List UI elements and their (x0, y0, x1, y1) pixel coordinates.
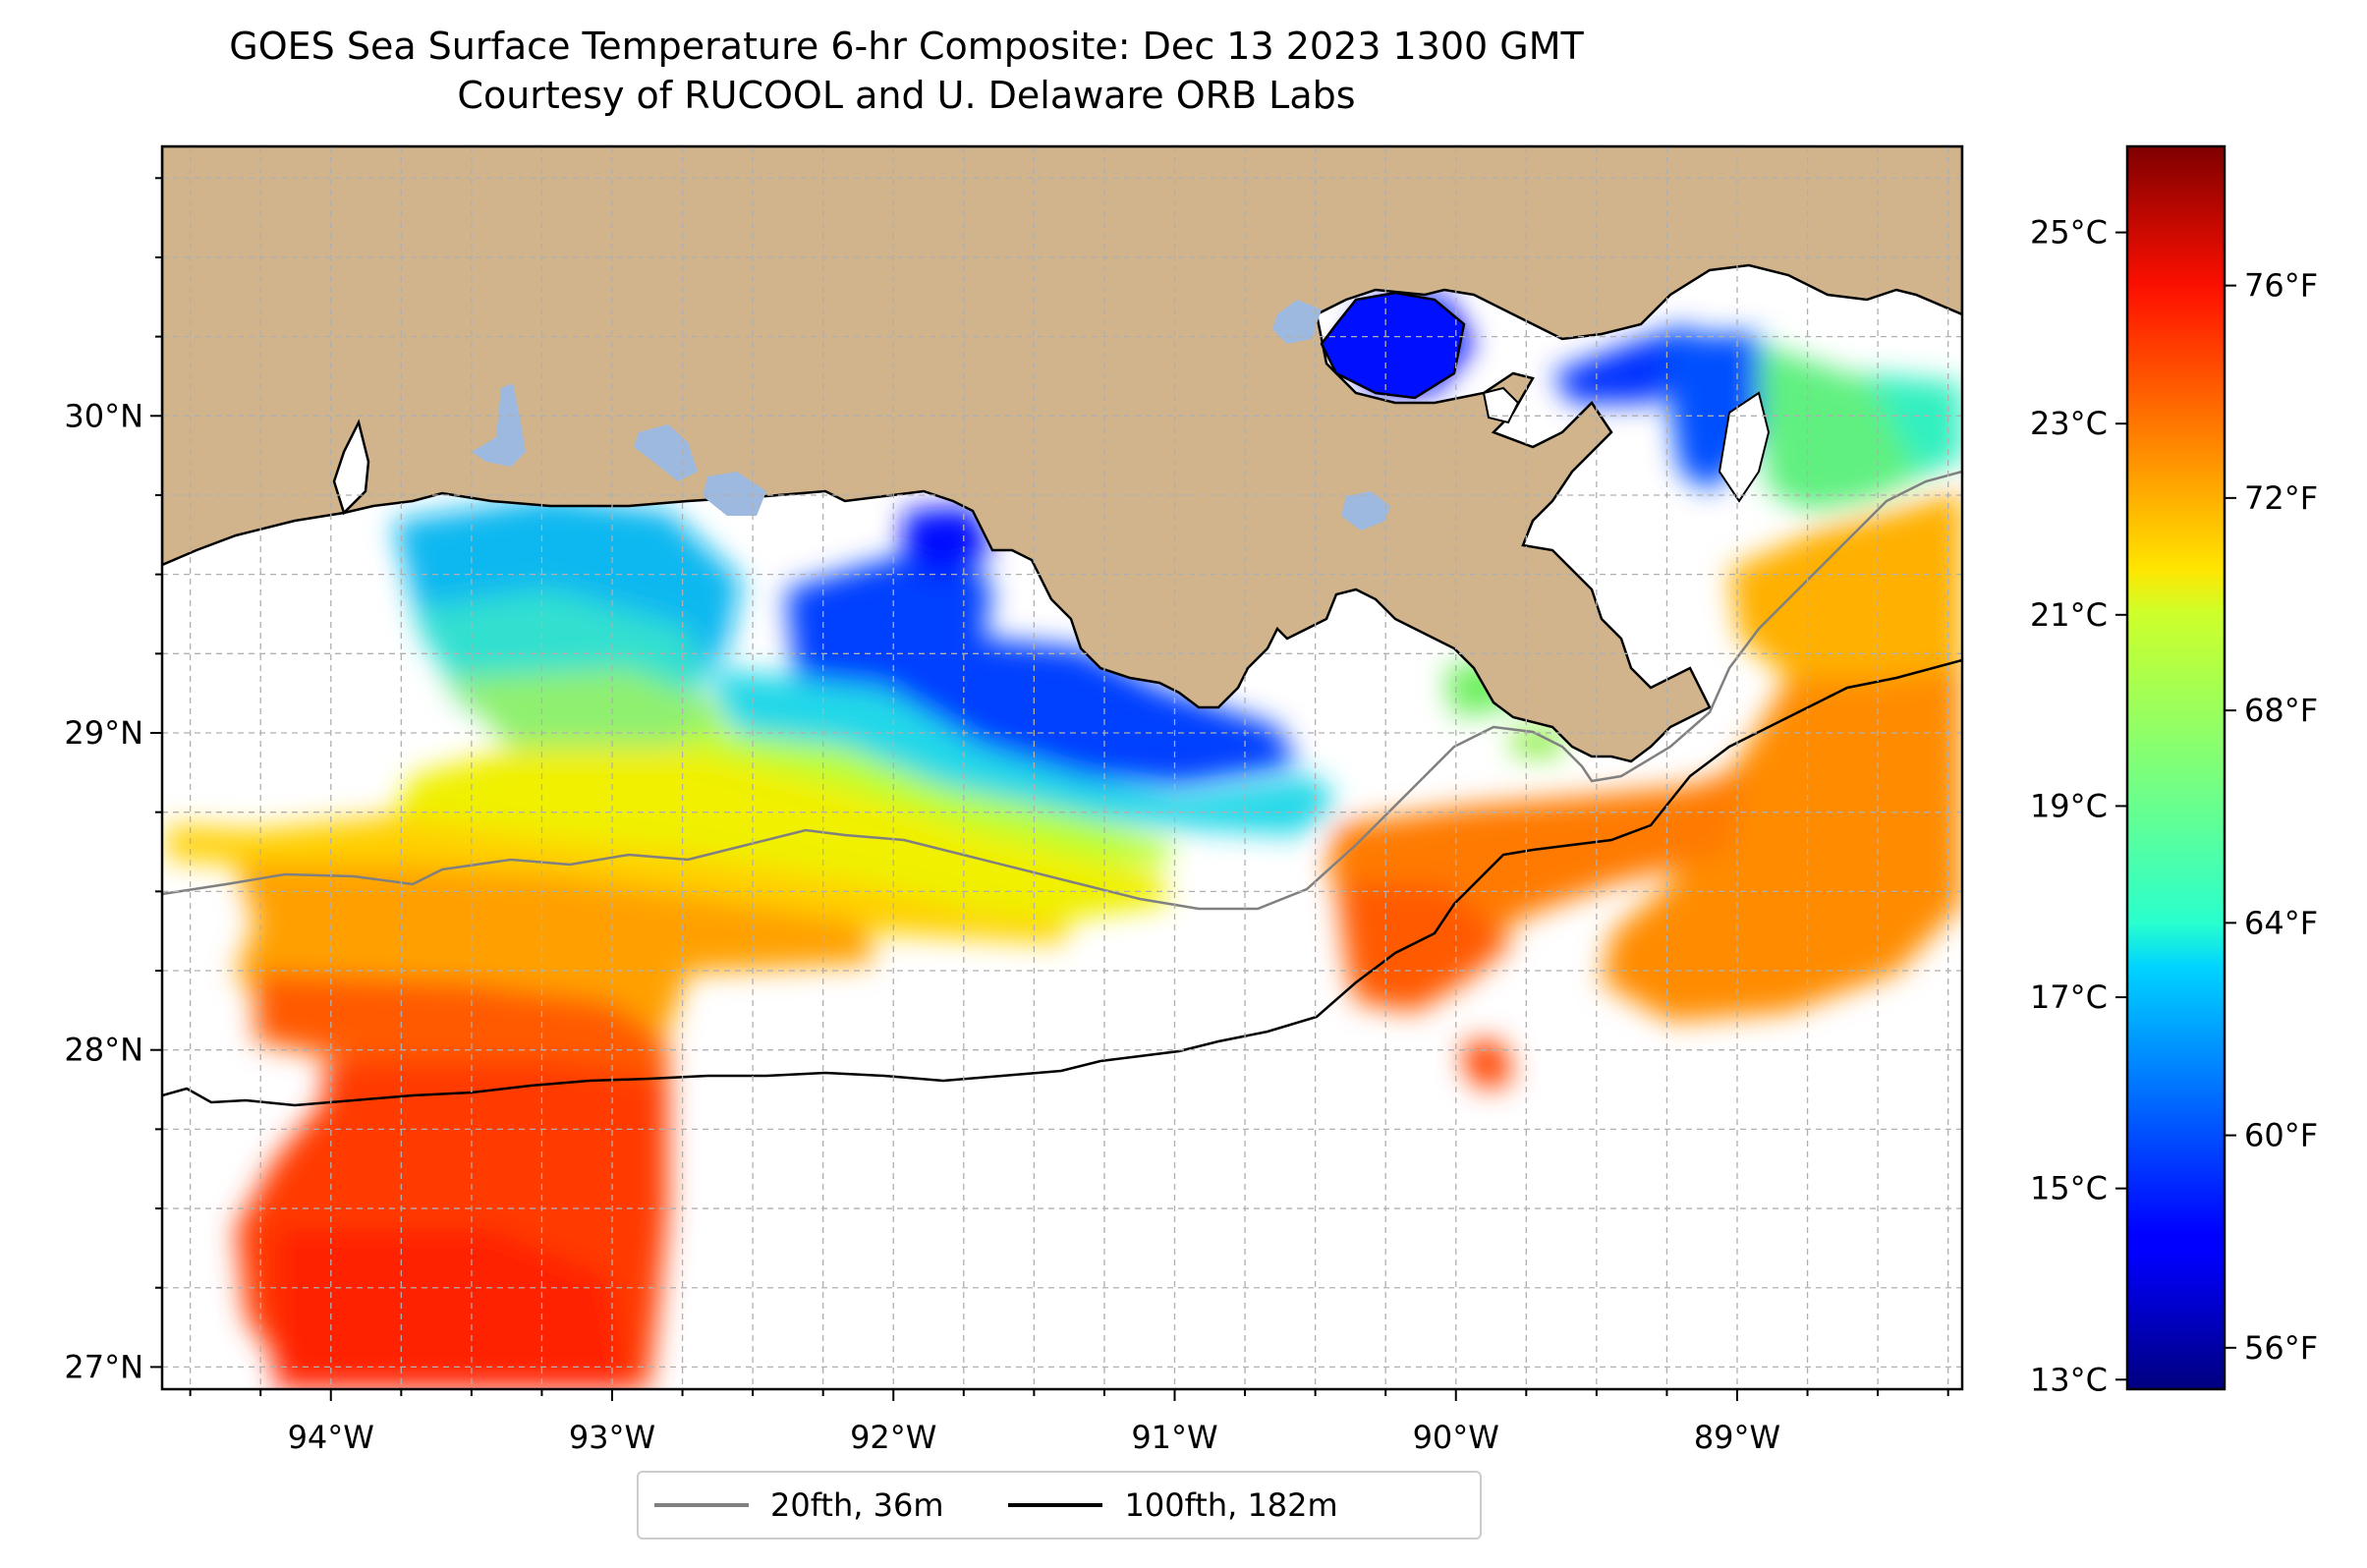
title-line-2: Courtesy of RUCOOL and U. Delaware ORB L… (457, 74, 1356, 117)
legend-item-100fth: 100fth, 182m (1008, 1486, 1338, 1524)
colorbar-celsius-ticks: 25°C 23°C 21°C 19°C 17°C 15°C 13°C (2030, 214, 2127, 1398)
lon-tick-label: 89°W (1694, 1419, 1780, 1456)
map-gridlines (150, 146, 1962, 1401)
lat-tick-label: 29°N (64, 714, 143, 752)
latitude-labels: 27°N 28°N 29°N 30°N (64, 397, 143, 1385)
map-frame (160, 144, 1964, 1391)
inland-water (472, 300, 1390, 531)
contour-20fth (162, 470, 1962, 911)
legend-item-20fth: 20fth, 36m (654, 1486, 943, 1524)
lat-tick-label: 30°N (64, 397, 143, 434)
lat-tick-label: 28°N (64, 1032, 143, 1069)
longitude-labels: 94°W 93°W 92°W 91°W 90°W 89°W (288, 1419, 1781, 1456)
contour-legend: 20fth, 36m 100fth, 182m (637, 1471, 1482, 1540)
lon-tick-label: 90°W (1413, 1419, 1499, 1456)
fahrenheit-tick-label: 56°F (2244, 1329, 2318, 1367)
celsius-tick-label: 17°C (2030, 979, 2108, 1016)
lon-tick-label: 94°W (288, 1419, 374, 1456)
celsius-tick-label: 25°C (2030, 214, 2108, 252)
fahrenheit-tick-label: 72°F (2244, 479, 2318, 517)
lon-tick-label: 91°W (1131, 1419, 1217, 1456)
colorbar-fahrenheit-ticks: 76°F 72°F 68°F 64°F 60°F 56°F (2225, 267, 2318, 1367)
fahrenheit-tick-label: 60°F (2244, 1117, 2318, 1154)
lat-tick-label: 27°N (64, 1348, 143, 1385)
fahrenheit-tick-label: 68°F (2244, 692, 2318, 729)
legend-label-20fth: 20fth, 36m (770, 1486, 944, 1524)
lon-tick-label: 92°W (850, 1419, 936, 1456)
title-line-1: GOES Sea Surface Temperature 6-hr Compos… (229, 25, 1584, 68)
celsius-tick-label: 21°C (2030, 596, 2108, 634)
celsius-tick-label: 13°C (2030, 1361, 2108, 1398)
celsius-tick-label: 15°C (2030, 1170, 2108, 1207)
legend-label-100fth: 100fth, 182m (1124, 1486, 1338, 1524)
celsius-tick-label: 23°C (2030, 405, 2108, 442)
legend-line-100fth (1008, 1503, 1103, 1507)
contour-100fth (162, 658, 1962, 1107)
lon-tick-label: 93°W (569, 1419, 655, 1456)
sst-field (167, 295, 1962, 1389)
chart-title: GOES Sea Surface Temperature 6-hr Compos… (0, 22, 1813, 120)
fahrenheit-tick-label: 76°F (2244, 267, 2318, 305)
legend-line-20fth (654, 1503, 749, 1507)
fahrenheit-tick-label: 64°F (2244, 904, 2318, 941)
celsius-tick-label: 19°C (2030, 787, 2108, 824)
colorbar (2125, 144, 2226, 1391)
